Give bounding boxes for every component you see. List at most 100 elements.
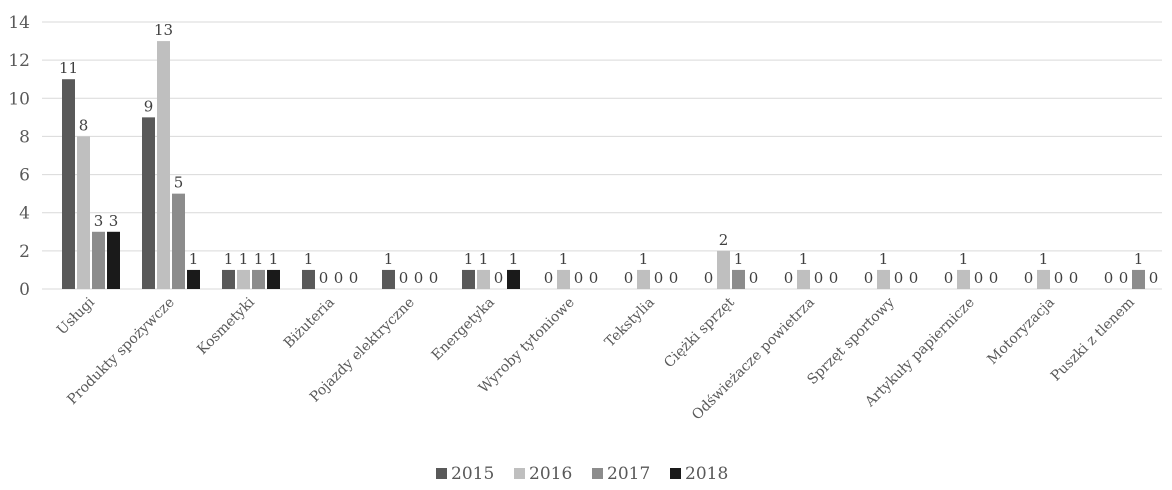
data-label: 0 (1069, 269, 1079, 287)
data-label: 0 (624, 269, 634, 287)
data-label: 0 (894, 269, 904, 287)
data-label: 1 (254, 250, 264, 268)
y-tick-label: 10 (8, 89, 30, 109)
data-label: 9 (144, 97, 154, 115)
bar (797, 270, 810, 289)
data-label: 0 (669, 269, 679, 287)
data-label: 1 (304, 250, 314, 268)
data-label: 1 (1134, 250, 1144, 268)
bar (717, 251, 730, 289)
data-label: 0 (574, 269, 584, 287)
x-category-label: Kosmetyki (194, 294, 258, 358)
bar (62, 79, 75, 289)
data-label: 0 (334, 269, 344, 287)
data-label: 1 (734, 250, 744, 268)
data-label: 0 (989, 269, 999, 287)
bar (142, 117, 155, 289)
x-category-label: Ciężki sprzęt (661, 294, 738, 371)
data-label: 0 (814, 269, 824, 287)
bar (92, 232, 105, 289)
legend: 2015 2016 2017 2018 (436, 464, 728, 484)
bar (252, 270, 265, 289)
legend-swatch (436, 468, 447, 479)
bar (1037, 270, 1050, 289)
x-category-label: Biżuteria (281, 295, 338, 352)
x-category-label: Sprzęt sportowy (804, 294, 898, 388)
data-label: 1 (464, 250, 474, 268)
bar (77, 136, 90, 289)
data-label: 1 (799, 250, 809, 268)
data-label: 0 (349, 269, 359, 287)
data-label: 3 (109, 212, 119, 230)
y-tick-label: 2 (19, 242, 30, 262)
x-category-label: Puszki z tlenem (1048, 295, 1138, 385)
bar (957, 270, 970, 289)
data-label: 1 (269, 250, 279, 268)
data-label: 5 (174, 174, 184, 192)
bar (302, 270, 315, 289)
data-label: 1 (479, 250, 489, 268)
data-label: 0 (319, 269, 329, 287)
data-label: 0 (704, 269, 714, 287)
data-label: 8 (79, 116, 89, 134)
legend-label: 2018 (685, 464, 728, 484)
data-label: 0 (1149, 269, 1159, 287)
legend-label: 2015 (451, 464, 494, 484)
data-label: 13 (154, 21, 173, 39)
y-tick-label: 12 (8, 51, 30, 71)
data-label: 0 (1104, 269, 1114, 287)
data-label: 0 (1024, 269, 1034, 287)
bar (477, 270, 490, 289)
legend-swatch (514, 468, 525, 479)
bar (187, 270, 200, 289)
data-label: 0 (414, 269, 424, 287)
data-label: 1 (639, 250, 649, 268)
data-label: 2 (719, 231, 729, 249)
bar (107, 232, 120, 289)
bar (237, 270, 250, 289)
x-category-label: Energetyka (429, 295, 498, 364)
data-label: 0 (544, 269, 554, 287)
data-label: 1 (509, 250, 519, 268)
bar (732, 270, 745, 289)
data-label: 0 (429, 269, 439, 287)
bar (222, 270, 235, 289)
y-tick-label: 4 (19, 204, 30, 224)
gridlines (42, 22, 1162, 289)
bar (507, 270, 520, 289)
data-label: 0 (589, 269, 599, 287)
data-label: 1 (879, 250, 889, 268)
y-axis-ticks: 0 2 4 6 8 10 12 14 (8, 13, 30, 300)
y-tick-label: 0 (19, 280, 30, 300)
x-category-label: Tekstylia (602, 295, 658, 351)
bar (637, 270, 650, 289)
x-category-label: Usługi (54, 294, 98, 338)
bar (1132, 270, 1145, 289)
data-label: 1 (1039, 250, 1049, 268)
bar (172, 194, 185, 289)
data-label: 1 (559, 250, 569, 268)
data-label: 0 (399, 269, 409, 287)
data-label: 1 (224, 250, 234, 268)
data-label: 1 (959, 250, 969, 268)
data-label: 1 (239, 250, 249, 268)
data-labels: 1183 391351 1 1 1 1 10 0 010 0 01 101010 0 010 0 0210 01… (59, 21, 1158, 287)
x-category-label: Motoryzacja (985, 295, 1058, 368)
bar (157, 41, 170, 289)
data-label: 0 (749, 269, 759, 287)
bar (267, 270, 280, 289)
data-label: 0 (864, 269, 874, 287)
bar (877, 270, 890, 289)
data-label: 0 (829, 269, 839, 287)
bar (462, 270, 475, 289)
bar (557, 270, 570, 289)
legend-label: 2016 (529, 464, 572, 484)
y-tick-label: 14 (8, 13, 30, 33)
data-label: 1 (189, 250, 199, 268)
data-label: 0 (974, 269, 984, 287)
y-tick-label: 8 (19, 127, 30, 147)
legend-swatch (670, 468, 681, 479)
legend-swatch (592, 468, 603, 479)
y-tick-label: 6 (19, 166, 30, 186)
